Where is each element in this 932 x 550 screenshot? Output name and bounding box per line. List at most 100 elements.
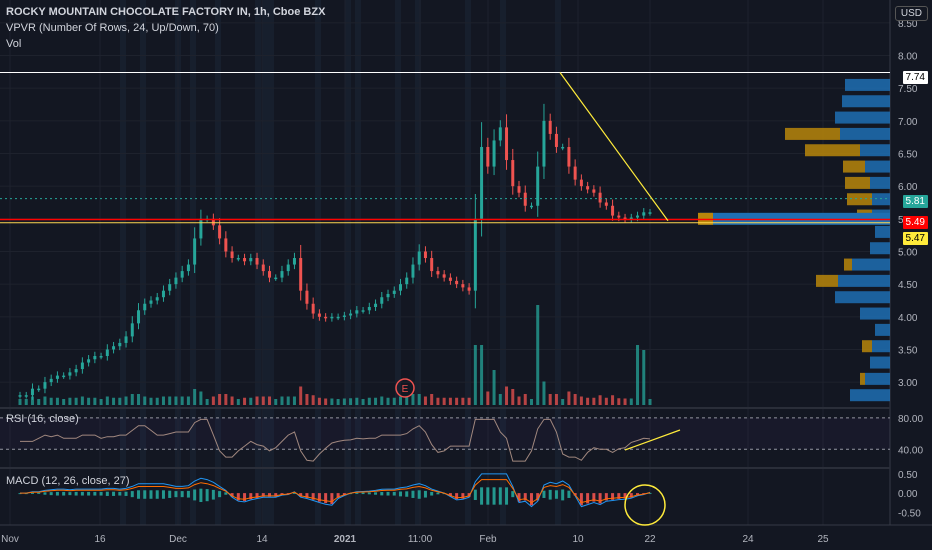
candle-body — [355, 310, 359, 314]
macd-signal-line — [20, 479, 651, 504]
volume-bar — [405, 396, 409, 405]
candle-body — [37, 388, 41, 391]
candle-body — [592, 189, 596, 193]
price-axis-label: 3.00 — [898, 378, 918, 389]
candle-body — [218, 225, 222, 239]
candle-body — [280, 271, 284, 278]
macd-histogram-bar — [455, 493, 459, 500]
candle-body — [648, 212, 652, 214]
volume-bar — [442, 397, 446, 405]
volume-bar — [648, 399, 652, 405]
price-axis-label: 4.00 — [898, 313, 918, 324]
volume-bar — [174, 396, 178, 405]
volume-bar — [49, 397, 53, 405]
candle-body — [423, 251, 427, 259]
candle-body — [598, 192, 602, 203]
volume-bar — [118, 397, 122, 405]
macd-histogram-bar — [623, 493, 627, 499]
candle-body — [342, 315, 346, 318]
candle-body — [374, 303, 378, 308]
volume-bar — [161, 396, 165, 405]
volume-bar — [586, 397, 590, 405]
candle-body — [542, 120, 546, 167]
macd-histogram-bar — [24, 493, 28, 495]
candle-body — [93, 356, 97, 360]
volume-bar — [623, 398, 627, 405]
currency-button[interactable]: USD — [894, 6, 928, 21]
candle-body — [124, 336, 128, 343]
macd-histogram-bar — [124, 491, 128, 496]
macd-histogram-bar — [43, 492, 47, 495]
vpvr-bar-up — [872, 340, 890, 353]
volume-bar — [430, 394, 434, 405]
candle-body — [330, 316, 334, 319]
time-axis-label: 24 — [742, 534, 754, 545]
candle-body — [24, 395, 28, 397]
macd-histogram-bar — [405, 491, 409, 497]
volume-bar — [330, 398, 334, 405]
macd-histogram-bar — [236, 493, 240, 501]
vpvr-bar-up — [875, 225, 890, 238]
candle-body — [361, 310, 365, 312]
macd-histogram-bar — [423, 490, 427, 498]
volume-bar — [523, 394, 527, 405]
volume-bar — [573, 394, 577, 405]
candle-body — [548, 120, 552, 134]
vpvr-bar-down — [843, 160, 865, 173]
macd-histogram-bar — [218, 491, 222, 498]
candle-body — [398, 284, 402, 291]
rsi-trend-line — [624, 429, 681, 451]
candle-body — [405, 277, 409, 285]
candle-body — [292, 258, 296, 265]
macd-highlight-circle — [624, 484, 666, 526]
candle-body — [255, 258, 259, 265]
candle-body — [168, 284, 172, 291]
macd-histogram-bar — [317, 493, 321, 502]
volume-bar — [268, 396, 272, 405]
macd-histogram-bar — [398, 491, 402, 497]
session-stripe — [465, 0, 471, 525]
vpvr-bar-up — [865, 160, 890, 173]
volume-bar — [536, 305, 540, 405]
volume-bar — [579, 396, 583, 405]
price-tag-yellow-line: 5.47 — [902, 232, 928, 245]
macd-histogram-bar — [268, 493, 272, 497]
vpvr-bar-up — [860, 144, 890, 157]
volume-bar — [324, 398, 328, 405]
macd-histogram-bar — [211, 489, 215, 500]
volume-bar — [205, 399, 209, 405]
volume-bar — [374, 397, 378, 405]
macd-histogram-bar — [561, 489, 565, 501]
candle-body — [243, 258, 247, 262]
macd-histogram-bar — [367, 492, 371, 495]
price-axis-label: 4.50 — [898, 280, 918, 291]
volume-bar — [230, 396, 234, 405]
volume-bar — [255, 396, 259, 405]
candle-body — [442, 274, 446, 278]
volume-bar — [398, 396, 402, 405]
macd-histogram-bar — [49, 492, 53, 496]
vpvr-bar-down — [785, 127, 840, 140]
candle-body — [579, 179, 583, 187]
volume-bar — [448, 397, 452, 405]
macd-histogram-bar — [155, 490, 159, 499]
volume-bar — [561, 399, 565, 405]
volume-bar — [455, 397, 459, 405]
macd-histogram-bar — [62, 491, 66, 496]
vpvr-bar-down — [845, 176, 870, 189]
macd-histogram-bar — [305, 493, 309, 498]
volume-bar — [467, 397, 471, 405]
macd-histogram-bar — [311, 493, 315, 500]
vpvr-bar-up — [842, 95, 890, 108]
volume-bar — [611, 395, 615, 405]
volume-bar — [286, 396, 290, 405]
session-stripe — [315, 0, 321, 525]
volume-bar — [186, 396, 190, 405]
volume-bar — [68, 397, 72, 405]
macd-histogram-bar — [161, 490, 165, 499]
candle-body — [455, 280, 459, 285]
macd-histogram-bar — [255, 493, 259, 498]
vpvr-bar-down — [862, 340, 872, 353]
macd-histogram-bar — [579, 493, 583, 506]
